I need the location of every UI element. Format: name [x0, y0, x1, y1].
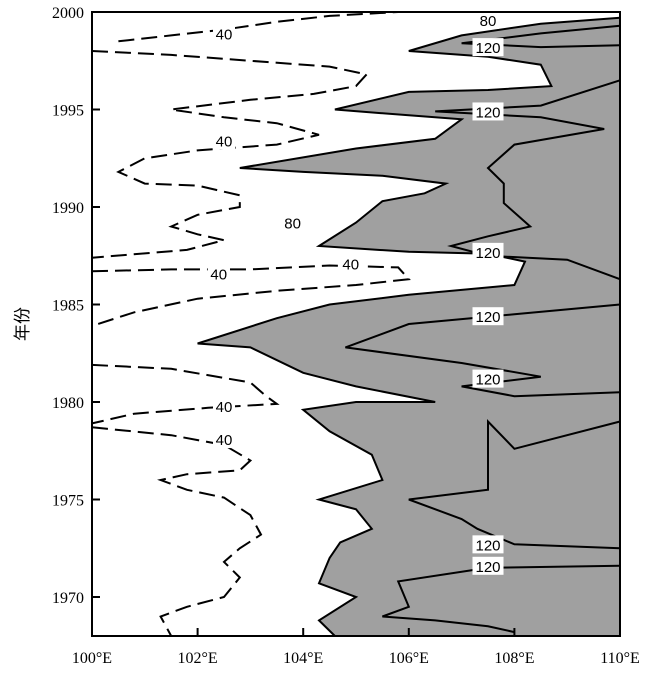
contour-label-bg — [213, 131, 235, 150]
y-axis-label: 年份 — [13, 307, 33, 341]
x-tick-label: 104°E — [283, 650, 323, 667]
contour-label-bg — [472, 242, 504, 261]
contour-label-bg — [207, 264, 230, 283]
x-tick-label: 108°E — [494, 650, 534, 667]
axes: 100°E 102°E 104°E 106°E 108°E 110°E 1970 1975 19… — [52, 5, 640, 667]
y-tick-label: 1980 — [52, 395, 84, 412]
contour-label-40: 40 — [210, 266, 227, 283]
y-tick-label: 1995 — [52, 103, 84, 120]
shaded-regions — [197, 16, 621, 637]
shaded-region-80 — [197, 16, 621, 637]
contour-label-bg — [472, 556, 504, 575]
contour-label-40: 40 — [216, 399, 233, 416]
contour-label-120: 120 — [475, 245, 500, 262]
contour-label-40: 40 — [216, 26, 233, 43]
y-tick-label: 2000 — [52, 5, 84, 22]
contour-label-40: 40 — [216, 134, 233, 151]
contour-label-bg — [213, 24, 235, 43]
contour-line-40 — [91, 50, 369, 259]
contour-label-bg — [477, 10, 499, 29]
x-tick-label: 106°E — [389, 650, 429, 667]
contour-label-bg — [472, 102, 504, 121]
contour-label-120: 120 — [475, 40, 500, 57]
contour-line-40 — [91, 426, 263, 637]
contour-label-bg — [281, 213, 304, 232]
contour-label-120: 120 — [475, 559, 500, 576]
contour-label-40: 40 — [216, 432, 233, 449]
contour-line-120 — [461, 24, 621, 49]
x-tick-label: 100°E — [72, 650, 112, 667]
contour-line-40 — [118, 11, 399, 43]
contour-label-120: 120 — [475, 309, 500, 326]
x-tick-label: 102°E — [178, 650, 218, 667]
y-tick-label: 1970 — [52, 590, 84, 607]
x-tick-label: 110°E — [600, 650, 640, 667]
contour-label-80: 80 — [284, 216, 301, 233]
contour-label-bg — [339, 254, 362, 273]
y-tick-label: 1990 — [52, 200, 84, 217]
contour-line-40 — [91, 363, 280, 425]
contour-label-bg — [472, 38, 504, 57]
contour-label-40: 40 — [342, 257, 359, 274]
plot-frame — [91, 11, 621, 637]
contour-label-80: 80 — [480, 13, 497, 30]
contour-label-bg — [213, 396, 235, 415]
y-tick-label: 1975 — [52, 493, 84, 510]
contour-label-bg — [472, 369, 504, 388]
contour-label-bg — [472, 535, 504, 554]
y-tick-label: 1985 — [52, 298, 84, 315]
contour-label-120: 120 — [475, 372, 500, 389]
contour-label-bg — [213, 430, 235, 449]
contour-line-40 — [91, 264, 411, 327]
contour-label-120: 120 — [475, 537, 500, 554]
contour-labels: 40 40 40 40 40 40 80 80 120 120 120 120 120 120 120 — [207, 10, 504, 576]
contour-label-bg — [472, 307, 504, 326]
contour-label-120: 120 — [475, 104, 500, 121]
